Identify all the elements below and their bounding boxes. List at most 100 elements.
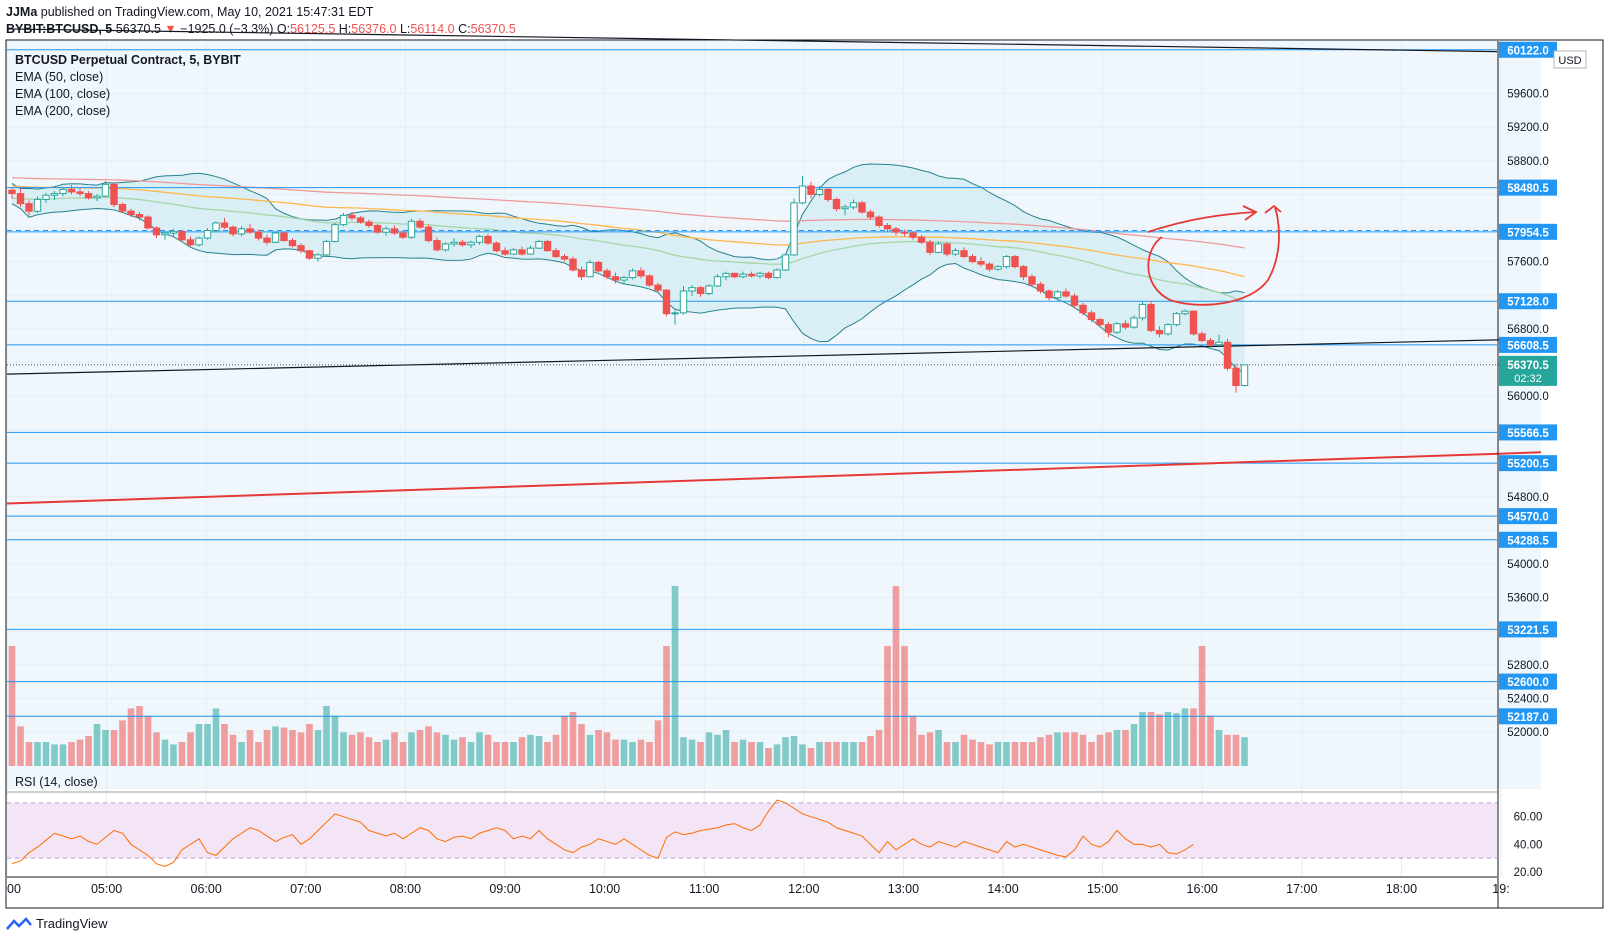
volume-bar	[59, 744, 67, 766]
candle-body	[645, 275, 654, 286]
candle-body	[84, 193, 93, 199]
down-arrow-icon: ▼	[164, 22, 177, 36]
candle-body	[951, 250, 960, 255]
volume-bar	[153, 732, 160, 766]
candle-body	[798, 185, 807, 204]
volume-bar	[850, 742, 857, 766]
candle-body	[1113, 323, 1121, 333]
level-tag-label: 55200.5	[1507, 459, 1549, 471]
candle-body	[263, 237, 271, 243]
candle-body	[1036, 283, 1045, 292]
candle-body	[790, 202, 798, 256]
level-tag	[1499, 179, 1557, 196]
price-tick-label: 54000.0	[1507, 559, 1549, 571]
candle-body	[101, 183, 110, 197]
volume-bar	[646, 742, 653, 766]
candle-body	[152, 227, 161, 236]
volume-bar	[1215, 730, 1223, 766]
main-pane-bg[interactable]	[7, 41, 1541, 789]
volume-bar	[918, 734, 925, 766]
red-trend-line	[6, 451, 1542, 505]
candle-body	[977, 261, 985, 265]
candle-body	[535, 240, 543, 249]
candle-body	[450, 241, 458, 245]
candle-body	[739, 273, 747, 278]
volume-bar	[586, 734, 594, 766]
candle-body	[654, 284, 662, 291]
author[interactable]: JJMa	[6, 5, 38, 19]
candle-body	[628, 270, 637, 279]
volume-bar	[161, 739, 169, 766]
volume-bar	[680, 737, 687, 766]
candle-body	[569, 258, 577, 271]
volume-bar	[1122, 730, 1129, 766]
candle-body	[968, 256, 977, 263]
level-tag	[1499, 223, 1557, 240]
volume-bar	[323, 706, 330, 766]
rsi-tick-label: 60.00	[1514, 812, 1543, 824]
candle-body	[1104, 324, 1113, 333]
symbol-label[interactable]: BYBIT:BTCUSD, 5	[6, 22, 113, 36]
candle-body	[1070, 295, 1079, 306]
volume-bar	[263, 730, 271, 766]
volume-bar	[943, 742, 951, 766]
volume-bar	[365, 737, 373, 766]
candle-body	[1002, 256, 1011, 268]
candle-body	[994, 266, 1002, 270]
candle-body	[1096, 319, 1104, 326]
currency-badge[interactable]: USD	[1553, 50, 1587, 69]
legend-ema100[interactable]: EMA (100, close)	[15, 87, 110, 101]
candle-body	[526, 247, 535, 255]
candle-body	[917, 236, 926, 243]
time-tick-label: 15:00	[1087, 882, 1118, 896]
last-price-tag-value: 56370.5	[1507, 360, 1549, 372]
volume-bar	[748, 742, 755, 766]
volume-bar	[867, 736, 874, 766]
volume-bar	[127, 708, 135, 766]
trend-lines[interactable]	[6, 28, 1542, 505]
candle-body	[875, 216, 883, 226]
time-axis[interactable]: 00 05:00 06:00 07:00 08:00 09:00 10:00 11:00 12:…	[7, 882, 1510, 896]
red-arrow-tip	[1264, 204, 1282, 214]
candle-body	[161, 232, 169, 236]
volume-bar	[816, 742, 823, 766]
level-tag	[1499, 424, 1557, 441]
time-tick-label: 08:00	[390, 882, 421, 896]
candle-body	[246, 228, 254, 233]
candle-body	[33, 198, 42, 212]
candle-body	[118, 203, 127, 212]
price-axis[interactable]: 60122.0 58480.5 57954.5 57128.0 56608.5 55566…	[1497, 41, 1557, 908]
horizontal-levels[interactable]	[7, 49, 1497, 717]
time-tick-label: 13:00	[888, 882, 919, 896]
legend-title[interactable]: BTCUSD Perpetual Contract, 5, BYBIT	[15, 53, 241, 67]
volume-bar	[935, 730, 942, 766]
candle-body	[781, 254, 790, 271]
candle-body	[594, 261, 603, 272]
volume-bar	[518, 737, 526, 766]
candle-body	[1223, 341, 1232, 369]
volume-bar	[1139, 712, 1146, 766]
legend-ema200[interactable]: EMA (200, close)	[15, 104, 110, 118]
level-tag-label: 60122.0	[1507, 45, 1549, 57]
red-arrow-drawing[interactable]	[1147, 204, 1282, 306]
candle-body	[679, 290, 688, 314]
candle-body	[1172, 313, 1181, 326]
volume-bar	[272, 726, 279, 766]
time-tick-label: 07:00	[290, 882, 321, 896]
volume-bar	[93, 724, 101, 766]
candle-body	[577, 269, 586, 278]
footer-brand[interactable]: TradingView	[36, 916, 108, 931]
black-trend-line-lower	[6, 338, 1542, 375]
currency-label: USD	[1558, 55, 1581, 67]
level-tag	[1499, 531, 1557, 548]
legend-rsi[interactable]: RSI (14, close)	[15, 775, 98, 789]
volume-bar	[807, 748, 815, 766]
volume-bar	[1071, 732, 1078, 766]
volume-bar	[688, 739, 696, 766]
legend-ema50[interactable]: EMA (50, close)	[15, 70, 103, 84]
volume-bar	[858, 742, 866, 766]
candle-body	[407, 220, 416, 238]
volume-bar	[1037, 737, 1044, 766]
volume-bar	[1028, 742, 1036, 766]
